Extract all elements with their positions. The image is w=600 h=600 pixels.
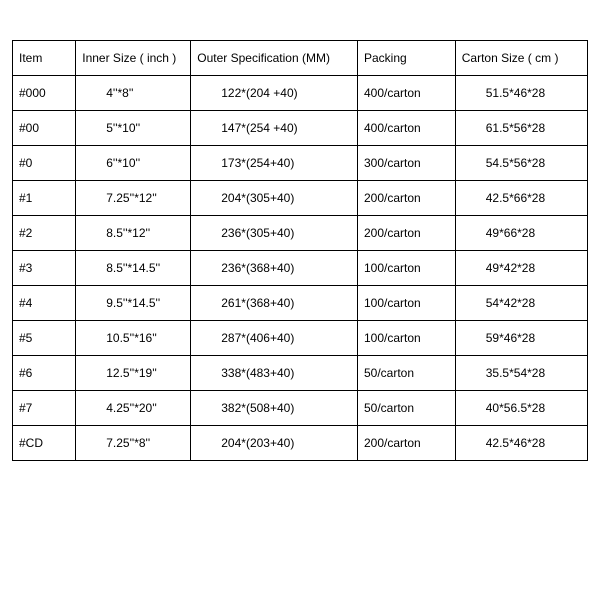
col-inner-size: Inner Size ( inch ) xyxy=(76,41,191,76)
table-cell: 61.5*56*28 xyxy=(455,111,587,146)
table-cell: #3 xyxy=(13,251,76,286)
table-cell: 261*(368+40) xyxy=(191,286,358,321)
table-cell: 4''*8'' xyxy=(76,76,191,111)
table-cell: 204*(305+40) xyxy=(191,181,358,216)
table-cell: 173*(254+40) xyxy=(191,146,358,181)
table-cell: 100/carton xyxy=(358,286,456,321)
table-cell: 12.5''*19'' xyxy=(76,356,191,391)
table-row: #74.25''*20''382*(508+40)50/carton40*56.… xyxy=(13,391,588,426)
table-cell: #1 xyxy=(13,181,76,216)
table-cell: 6''*10'' xyxy=(76,146,191,181)
table-cell: 54*42*28 xyxy=(455,286,587,321)
table-cell: 40*56.5*28 xyxy=(455,391,587,426)
table-cell: 7.25''*8'' xyxy=(76,426,191,461)
table-cell: 400/carton xyxy=(358,76,456,111)
table-row: #0004''*8''122*(204 +40)400/carton51.5*4… xyxy=(13,76,588,111)
col-carton-size: Carton Size ( cm ) xyxy=(455,41,587,76)
table-cell: 9.5''*14.5'' xyxy=(76,286,191,321)
table-row: #38.5''*14.5''236*(368+40)100/carton49*4… xyxy=(13,251,588,286)
table-cell: 100/carton xyxy=(358,251,456,286)
col-packing: Packing xyxy=(358,41,456,76)
table-cell: #000 xyxy=(13,76,76,111)
table-cell: #5 xyxy=(13,321,76,356)
table-body: #0004''*8''122*(204 +40)400/carton51.5*4… xyxy=(13,76,588,461)
table-cell: 54.5*56*28 xyxy=(455,146,587,181)
table-row: #005''*10''147*(254 +40)400/carton61.5*5… xyxy=(13,111,588,146)
table-cell: 42.5*66*28 xyxy=(455,181,587,216)
table-row: #612.5''*19''338*(483+40)50/carton35.5*5… xyxy=(13,356,588,391)
table-cell: 287*(406+40) xyxy=(191,321,358,356)
table-cell: 7.25''*12'' xyxy=(76,181,191,216)
table-cell: 4.25''*20'' xyxy=(76,391,191,426)
table-cell: #2 xyxy=(13,216,76,251)
table-cell: #CD xyxy=(13,426,76,461)
table-cell: 49*42*28 xyxy=(455,251,587,286)
table-row: #28.5''*12''236*(305+40)200/carton49*66*… xyxy=(13,216,588,251)
table-cell: 382*(508+40) xyxy=(191,391,358,426)
table-cell: 200/carton xyxy=(358,216,456,251)
table-cell: 236*(368+40) xyxy=(191,251,358,286)
table-cell: 338*(483+40) xyxy=(191,356,358,391)
table-cell: 49*66*28 xyxy=(455,216,587,251)
table-cell: 400/carton xyxy=(358,111,456,146)
spec-table: Item Inner Size ( inch ) Outer Specifica… xyxy=(12,40,588,461)
table-cell: 200/carton xyxy=(358,181,456,216)
table-cell: 35.5*54*28 xyxy=(455,356,587,391)
table-cell: 8.5''*14.5'' xyxy=(76,251,191,286)
col-outer-spec: Outer Specification (MM) xyxy=(191,41,358,76)
table-cell: 147*(254 +40) xyxy=(191,111,358,146)
table-container: Item Inner Size ( inch ) Outer Specifica… xyxy=(0,0,600,473)
table-cell: 100/carton xyxy=(358,321,456,356)
table-cell: #6 xyxy=(13,356,76,391)
table-row: #49.5''*14.5''261*(368+40)100/carton54*4… xyxy=(13,286,588,321)
col-item: Item xyxy=(13,41,76,76)
table-cell: #0 xyxy=(13,146,76,181)
table-cell: 8.5''*12'' xyxy=(76,216,191,251)
table-header-row: Item Inner Size ( inch ) Outer Specifica… xyxy=(13,41,588,76)
table-cell: 50/carton xyxy=(358,356,456,391)
table-cell: 300/carton xyxy=(358,146,456,181)
table-cell: 42.5*46*28 xyxy=(455,426,587,461)
table-row: #CD7.25''*8''204*(203+40)200/carton42.5*… xyxy=(13,426,588,461)
table-cell: #4 xyxy=(13,286,76,321)
table-cell: 5''*10'' xyxy=(76,111,191,146)
table-cell: 204*(203+40) xyxy=(191,426,358,461)
table-cell: 236*(305+40) xyxy=(191,216,358,251)
table-cell: 10.5''*16'' xyxy=(76,321,191,356)
table-cell: 51.5*46*28 xyxy=(455,76,587,111)
table-row: #17.25''*12''204*(305+40)200/carton42.5*… xyxy=(13,181,588,216)
table-cell: #7 xyxy=(13,391,76,426)
table-cell: 59*46*28 xyxy=(455,321,587,356)
table-cell: 200/carton xyxy=(358,426,456,461)
table-row: #510.5''*16''287*(406+40)100/carton59*46… xyxy=(13,321,588,356)
table-cell: 122*(204 +40) xyxy=(191,76,358,111)
table-cell: 50/carton xyxy=(358,391,456,426)
table-header: Item Inner Size ( inch ) Outer Specifica… xyxy=(13,41,588,76)
table-row: #06''*10''173*(254+40)300/carton54.5*56*… xyxy=(13,146,588,181)
table-cell: #00 xyxy=(13,111,76,146)
